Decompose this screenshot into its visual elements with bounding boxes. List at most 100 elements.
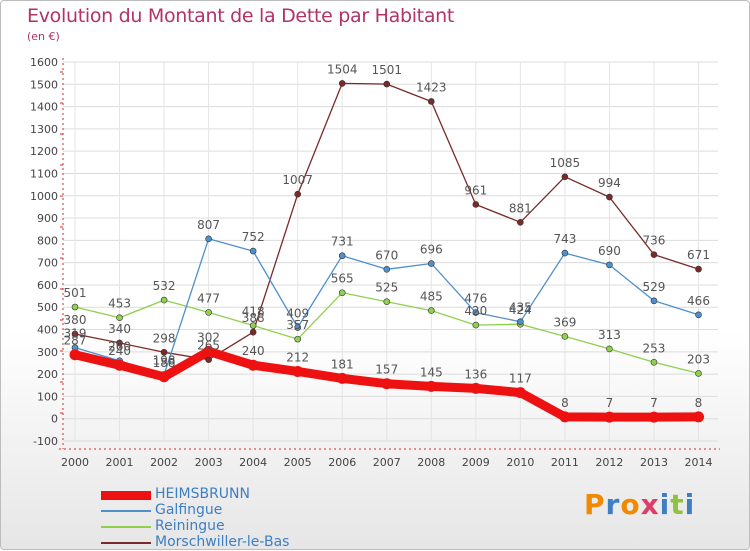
data-point-0 xyxy=(559,411,571,423)
chart-title: Evolution du Montant de la Dette par Hab… xyxy=(27,5,455,27)
y-tick-label: 300 xyxy=(37,346,58,359)
data-label-3: 265 xyxy=(197,339,220,353)
data-label-1: 466 xyxy=(687,294,710,308)
data-point-0 xyxy=(603,411,615,423)
data-label-3: 1085 xyxy=(550,156,581,170)
data-point-3 xyxy=(294,190,301,198)
y-tick-label: 500 xyxy=(37,301,58,314)
data-label-3: 994 xyxy=(598,176,621,190)
data-label-2: 203 xyxy=(687,352,710,366)
y-tick-label: 100 xyxy=(37,390,58,403)
data-label-2: 501 xyxy=(64,286,87,300)
data-point-2 xyxy=(338,289,346,297)
logo-letter: o xyxy=(620,488,641,521)
y-tick-label: 600 xyxy=(37,279,58,292)
x-tick-label: 2005 xyxy=(284,456,312,469)
legend-swatch-galfingue xyxy=(101,510,151,512)
data-label-0: 240 xyxy=(242,344,265,358)
data-point-0 xyxy=(158,371,170,383)
x-tick-label: 2008 xyxy=(417,456,445,469)
data-label-3: 298 xyxy=(153,331,176,345)
data-point-2 xyxy=(116,314,123,322)
legend-item-galfingue[interactable]: Galfingue xyxy=(101,502,361,519)
legend-item-morschwiller[interactable]: Morschwiller-le-Bas xyxy=(101,534,361,551)
series-points xyxy=(69,80,705,423)
x-tick-label: 2011 xyxy=(551,456,579,469)
data-label-3: 1504 xyxy=(327,62,358,76)
logo-letter: x xyxy=(640,488,660,521)
x-tick-label: 2010 xyxy=(506,456,534,469)
data-point-3 xyxy=(338,80,346,87)
data-point-1 xyxy=(383,266,391,273)
x-tick-label: 2004 xyxy=(239,456,267,469)
y-tick-label: 200 xyxy=(37,368,58,381)
data-label-1: 752 xyxy=(242,230,265,244)
data-point-2 xyxy=(695,370,702,377)
data-point-0 xyxy=(69,349,81,361)
data-label-2: 420 xyxy=(464,304,487,318)
data-label-2: 418 xyxy=(242,305,265,319)
data-label-1: 319 xyxy=(64,327,87,341)
data-label-2: 532 xyxy=(153,279,176,293)
data-label-1: 670 xyxy=(375,248,398,262)
logo-letter: i xyxy=(659,488,671,521)
y-tick-label: 800 xyxy=(37,234,58,247)
x-tick-label: 2014 xyxy=(685,456,713,469)
y-tick-label: 0 xyxy=(51,413,58,426)
y-tick-label: 400 xyxy=(37,324,58,337)
x-tick-label: 2006 xyxy=(328,456,356,469)
y-tick-label: 700 xyxy=(37,257,58,270)
data-label-0: 145 xyxy=(420,365,443,379)
data-label-2: 477 xyxy=(197,291,220,305)
data-point-0 xyxy=(292,365,304,377)
data-point-3 xyxy=(650,251,658,258)
data-point-2 xyxy=(205,309,212,316)
y-tick-label: 1400 xyxy=(30,101,58,114)
data-point-0 xyxy=(470,382,482,394)
data-label-1: 409 xyxy=(286,307,309,321)
data-point-2 xyxy=(606,345,613,353)
data-point-1 xyxy=(517,318,524,326)
y-tick-label: 1100 xyxy=(30,167,58,180)
data-point-3 xyxy=(205,356,212,363)
data-label-1: 198 xyxy=(153,354,176,368)
y-tick-label: 1500 xyxy=(30,78,58,91)
data-point-2 xyxy=(427,307,435,314)
data-point-0 xyxy=(514,387,526,399)
data-label-1: 690 xyxy=(598,244,621,258)
data-point-1 xyxy=(650,297,658,305)
data-label-0: 7 xyxy=(650,396,658,410)
legend-item-heimsbrunn[interactable]: HEIMSBRUNN xyxy=(101,486,361,503)
data-point-3 xyxy=(517,218,524,226)
data-point-3 xyxy=(71,330,79,338)
data-point-2 xyxy=(561,333,569,340)
data-point-3 xyxy=(695,265,702,273)
data-label-0: 287 xyxy=(64,334,87,348)
data-label-0: 157 xyxy=(375,363,398,377)
legend-label-galfingue: Galfingue xyxy=(155,502,223,518)
data-labels: 287 240 188 302 240 212 181 157 145 136 117 8 7 7 8 319… xyxy=(64,62,710,410)
legend-label-heimsbrunn: HEIMSBRUNN xyxy=(155,486,250,502)
data-label-2: 313 xyxy=(598,328,621,342)
data-label-0: 212 xyxy=(286,350,309,364)
legend-label-reiningue: Reiningue xyxy=(155,518,225,534)
data-label-3: 1007 xyxy=(282,173,313,187)
y-tick-label: 1300 xyxy=(30,123,58,136)
data-point-2 xyxy=(249,322,257,329)
y-tick-label: 1600 xyxy=(30,56,58,69)
data-label-2: 424 xyxy=(509,303,532,317)
proxiti-logo: Proxiti xyxy=(584,488,695,521)
data-point-0 xyxy=(425,380,437,392)
data-point-1 xyxy=(561,249,569,257)
data-point-2 xyxy=(650,359,658,366)
legend-item-reiningue[interactable]: Reiningue xyxy=(101,518,361,535)
data-label-1: 435 xyxy=(509,301,532,315)
logo-letter: t xyxy=(670,488,685,521)
data-point-1 xyxy=(294,324,301,331)
data-point-3 xyxy=(561,173,569,181)
data-point-0 xyxy=(336,372,348,384)
data-label-2: 369 xyxy=(553,315,576,329)
legend-swatch-heimsbrunn xyxy=(101,491,151,500)
data-label-2: 525 xyxy=(375,281,398,295)
